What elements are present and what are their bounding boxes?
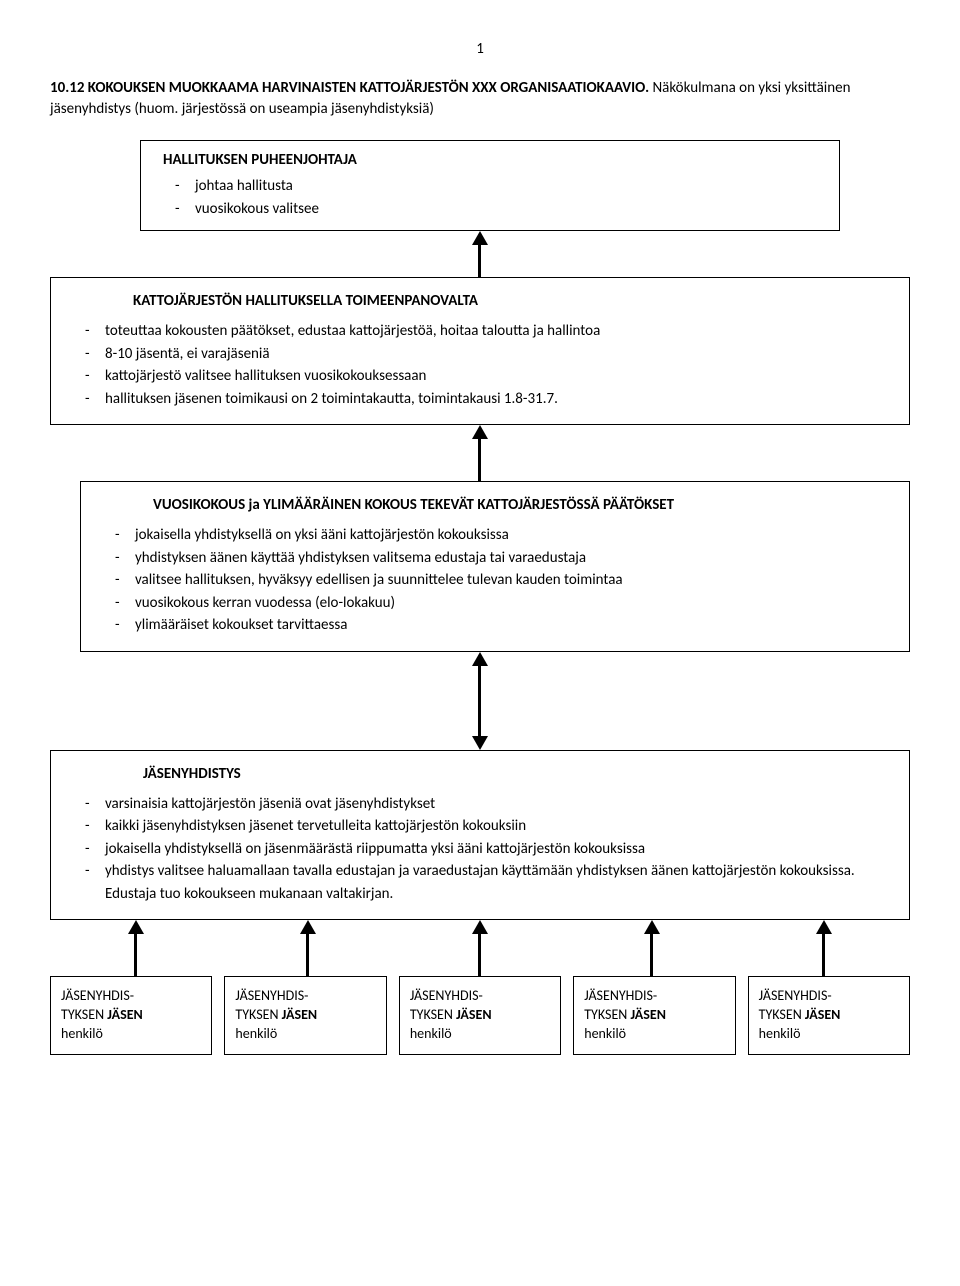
- sb-l2: henkilö: [235, 1025, 277, 1042]
- list-item: jokaisella yhdistyksellä on yksi ääni ka…: [103, 524, 887, 547]
- sb-l2: henkilö: [410, 1025, 452, 1042]
- sb-l2: henkilö: [61, 1025, 103, 1042]
- arrow-double: [50, 652, 910, 750]
- arrow-up-icon: [472, 425, 488, 439]
- arrow-up-small: [472, 920, 488, 976]
- list-item: varsinaisia kattojärjestön jäseniä ovat …: [73, 793, 887, 816]
- arrow-up-icon: [816, 920, 832, 934]
- arrow-up-small: [128, 920, 144, 976]
- list-item: vuosikokous valitsee: [163, 198, 817, 221]
- list-item: kattojärjestö valitsee hallituksen vuosi…: [73, 365, 887, 388]
- list-item: yhdistyksen äänen käyttää yhdistyksen va…: [103, 547, 887, 570]
- list-item: jokaisella yhdistyksellä on jäsenmääräst…: [73, 838, 887, 861]
- member-box: JÄSENYHDIS- TYKSEN JÄSEN henkilö: [399, 976, 561, 1055]
- sb-l1b: TYKSEN: [759, 1006, 805, 1023]
- arrow-up-small: [644, 920, 660, 976]
- arrow-up-small: [300, 920, 316, 976]
- bottom-row: JÄSENYHDIS- TYKSEN JÄSEN henkilö JÄSENYH…: [50, 976, 910, 1055]
- sb-l1c: JÄSEN: [630, 1006, 665, 1023]
- arrow-up-icon: [472, 231, 488, 245]
- intro-bold: 10.12 KOKOUKSEN MUOKKAAMA HARVINAISTEN K…: [50, 79, 649, 97]
- arrow-stem: [650, 934, 653, 976]
- box-hallitus: KATTOJÄRJESTÖN HALLITUKSELLA TOIMEENPANO…: [50, 277, 910, 425]
- box-vuosikokous: VUOSIKOKOUS ja YLIMÄÄRÄINEN KOKOUS TEKEV…: [80, 481, 910, 652]
- list-item: vuosikokous kerran vuodessa (elo-lokakuu…: [103, 592, 887, 615]
- list-item: yhdistys valitsee haluamallaan tavalla e…: [73, 860, 887, 905]
- arrow-stem: [478, 245, 481, 277]
- box4-title: JÄSENYHDISTYS: [143, 765, 887, 783]
- arrow-stem: [478, 439, 481, 481]
- arrow-up-icon: [128, 920, 144, 934]
- arrow-stem: [478, 666, 481, 736]
- sb-l1a: JÄSENYHDIS-: [759, 987, 832, 1004]
- arrow-stem: [478, 934, 481, 976]
- sb-l1c: JÄSEN: [107, 1006, 142, 1023]
- list-item: valitsee hallituksen, hyväksyy edellisen…: [103, 569, 887, 592]
- arrow-up-icon: [472, 652, 488, 666]
- arrow-stem: [306, 934, 309, 976]
- arrow-up-icon: [644, 920, 660, 934]
- arrow-stem: [822, 934, 825, 976]
- member-box: JÄSENYHDIS- TYKSEN JÄSEN henkilö: [224, 976, 386, 1055]
- list-item: 8-10 jäsentä, ei varajäseniä: [73, 343, 887, 366]
- intro-paragraph: 10.12 KOKOUKSEN MUOKKAAMA HARVINAISTEN K…: [50, 78, 910, 120]
- sb-l1a: JÄSENYHDIS-: [584, 987, 657, 1004]
- box3-title: VUOSIKOKOUS ja YLIMÄÄRÄINEN KOKOUS TEKEV…: [153, 496, 887, 514]
- member-box: JÄSENYHDIS- TYKSEN JÄSEN henkilö: [748, 976, 910, 1055]
- list-item: toteuttaa kokousten päätökset, edustaa k…: [73, 320, 887, 343]
- box-jasenyhdistys: JÄSENYHDISTYS varsinaisia kattojärjestön…: [50, 750, 910, 921]
- sb-l1b: TYKSEN: [410, 1006, 456, 1023]
- arrow-stem: [134, 934, 137, 976]
- list-item: kaikki jäsenyhdistyksen jäsenet tervetul…: [73, 815, 887, 838]
- arrow-up-icon: [300, 920, 316, 934]
- box3-list: jokaisella yhdistyksellä on yksi ääni ka…: [103, 524, 887, 637]
- box-puheenjohtaja: HALLITUKSEN PUHEENJOHTAJA johtaa hallitu…: [140, 140, 840, 231]
- sb-l1b: TYKSEN: [235, 1006, 281, 1023]
- sb-l1b: TYKSEN: [584, 1006, 630, 1023]
- box1-title: HALLITUKSEN PUHEENJOHTAJA: [163, 151, 817, 169]
- list-item: ylimääräiset kokoukset tarvittaessa: [103, 614, 887, 637]
- arrow-up-2: [50, 425, 910, 481]
- member-box: JÄSENYHDIS- TYKSEN JÄSEN henkilö: [50, 976, 212, 1055]
- box1-list: johtaa hallitusta vuosikokous valitsee: [163, 175, 817, 220]
- sb-l1c: JÄSEN: [805, 1006, 840, 1023]
- sb-l1a: JÄSENYHDIS-: [61, 987, 134, 1004]
- arrows-row-bottom: [50, 920, 910, 976]
- list-item: hallituksen jäsenen toimikausi on 2 toim…: [73, 388, 887, 411]
- sb-l1a: JÄSENYHDIS-: [410, 987, 483, 1004]
- sb-l2: henkilö: [759, 1025, 801, 1042]
- arrow-down-icon: [472, 736, 488, 750]
- sb-l1a: JÄSENYHDIS-: [235, 987, 308, 1004]
- box2-title: KATTOJÄRJESTÖN HALLITUKSELLA TOIMEENPANO…: [133, 292, 887, 310]
- box4-list: varsinaisia kattojärjestön jäseniä ovat …: [73, 793, 887, 906]
- arrow-up-icon: [472, 920, 488, 934]
- box2-list: toteuttaa kokousten päätökset, edustaa k…: [73, 320, 887, 410]
- page-number: 1: [50, 40, 910, 58]
- member-box: JÄSENYHDIS- TYKSEN JÄSEN henkilö: [573, 976, 735, 1055]
- sb-l1c: JÄSEN: [282, 1006, 317, 1023]
- list-item: johtaa hallitusta: [163, 175, 817, 198]
- sb-l2: henkilö: [584, 1025, 626, 1042]
- sb-l1b: TYKSEN: [61, 1006, 107, 1023]
- arrow-up-small: [816, 920, 832, 976]
- sb-l1c: JÄSEN: [456, 1006, 491, 1023]
- arrow-up-1: [50, 231, 910, 277]
